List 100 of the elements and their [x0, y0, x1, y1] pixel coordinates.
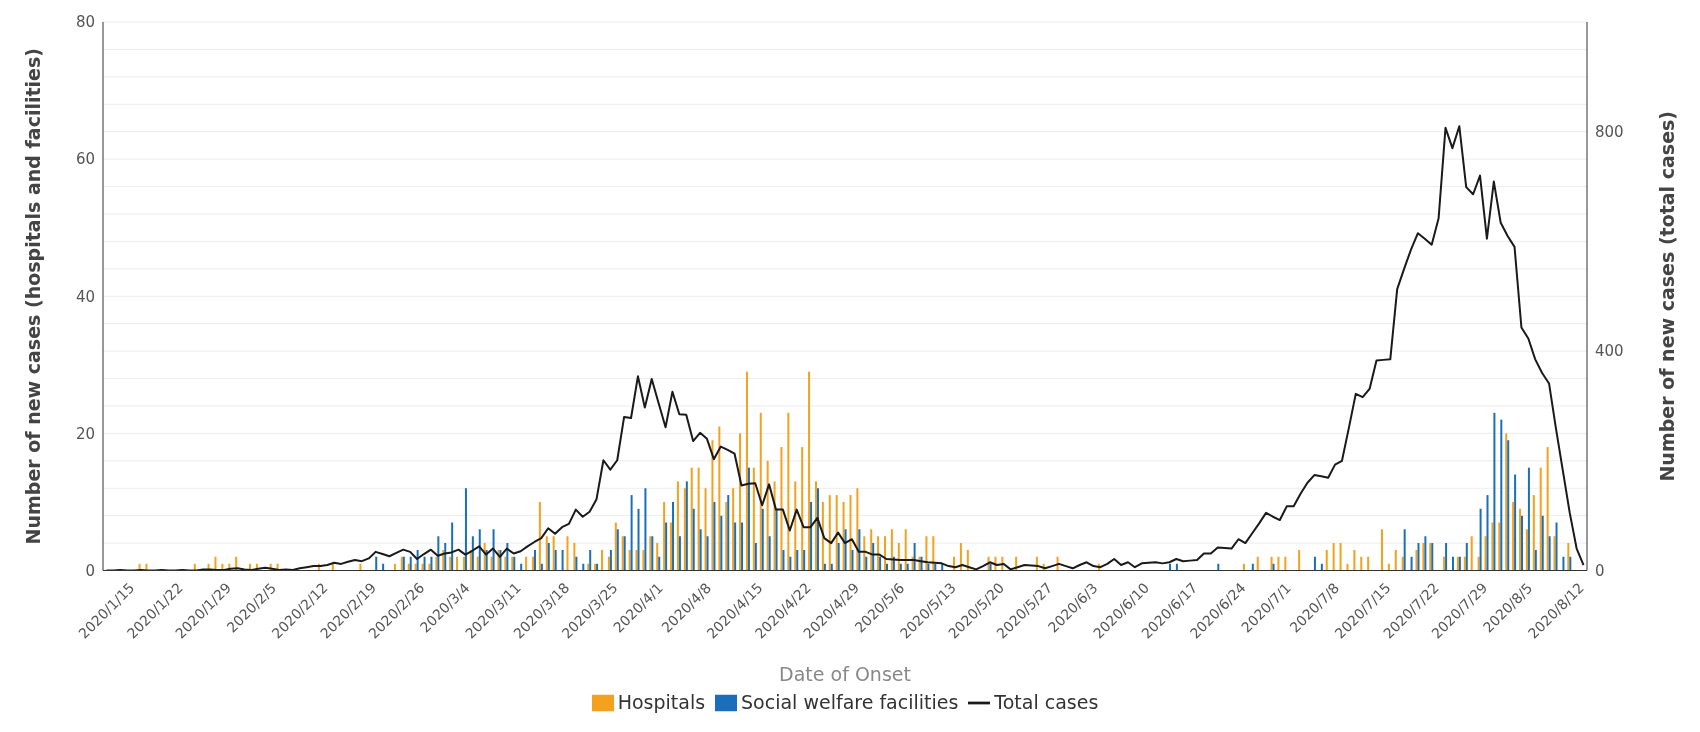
bar [718, 426, 721, 571]
bar [732, 488, 735, 571]
y-tick-label: 80 [75, 13, 95, 32]
bar [925, 536, 928, 571]
bar [1298, 549, 1301, 571]
bar [863, 536, 866, 571]
bar [713, 501, 716, 571]
bar [745, 371, 748, 571]
bar [1553, 536, 1556, 571]
bar [766, 460, 769, 571]
bar [692, 508, 695, 571]
bar [706, 536, 709, 571]
bar [754, 543, 757, 571]
bar [375, 556, 378, 571]
bar [844, 529, 847, 571]
bar [531, 556, 534, 571]
bar [589, 549, 592, 571]
bar [1394, 549, 1397, 571]
bar [761, 508, 764, 571]
bar [1569, 556, 1572, 571]
bar [725, 501, 728, 571]
bar [658, 556, 661, 571]
bar [1527, 467, 1530, 571]
bar [552, 536, 555, 571]
bar [780, 447, 783, 571]
bar [462, 556, 465, 571]
legend-label: Social welfare facilities [741, 690, 959, 713]
bar [676, 481, 679, 571]
bar [932, 536, 935, 571]
bar [616, 529, 619, 571]
bar [1514, 474, 1517, 571]
bar [1353, 549, 1356, 571]
bar [1519, 508, 1522, 571]
bar [663, 501, 666, 571]
bar [1422, 543, 1425, 571]
bar [644, 488, 647, 571]
bar [865, 556, 868, 571]
bar [1367, 556, 1370, 571]
bar [801, 447, 804, 571]
bar [1525, 529, 1528, 571]
bar [601, 549, 603, 571]
bar [685, 481, 688, 571]
bar [1470, 536, 1473, 571]
bar [752, 467, 755, 571]
bar [437, 536, 440, 571]
bar [1546, 447, 1549, 571]
legend-label: Hospitals [617, 690, 706, 713]
bar [533, 549, 536, 571]
bar [739, 433, 742, 571]
bar [506, 543, 509, 571]
bar [449, 556, 452, 571]
x-axis-title: Date of Onset [779, 662, 911, 685]
bar [1505, 433, 1508, 571]
bar [1534, 549, 1537, 571]
y-tick-label: 60 [75, 150, 95, 169]
bar [1445, 543, 1448, 571]
legend-label: Total cases [994, 690, 1099, 713]
bar [697, 467, 700, 571]
bar [1380, 529, 1383, 571]
bar [734, 522, 737, 571]
bar [1477, 556, 1480, 571]
bar [768, 536, 771, 571]
bar [794, 481, 797, 571]
bar [787, 412, 790, 571]
bar [1493, 412, 1496, 571]
bar [1401, 556, 1404, 571]
bar [1424, 536, 1427, 571]
bar [1410, 556, 1413, 571]
bar [1562, 556, 1565, 571]
y2-tick-label: 800 [1595, 123, 1624, 142]
bar [430, 556, 433, 571]
bar [1555, 522, 1558, 571]
bar [747, 467, 750, 571]
bar [435, 556, 438, 571]
y-axis-title: Number of new cases (hospitals and facilities) [21, 48, 44, 545]
bar [1451, 556, 1454, 571]
bar [476, 556, 479, 571]
bar [828, 495, 831, 571]
bar [814, 481, 817, 571]
bar [561, 549, 564, 571]
bar [628, 549, 631, 571]
bar [870, 529, 873, 571]
bar [1512, 501, 1515, 571]
bar [1521, 515, 1524, 571]
bar [478, 529, 481, 571]
y2-axis-title: Number of new cases (total cases) [1655, 110, 1678, 482]
bar [1567, 543, 1570, 571]
bar [816, 488, 819, 571]
bar [773, 481, 776, 571]
bar [471, 536, 474, 571]
bar [690, 467, 693, 571]
y-tick-label: 40 [75, 287, 95, 306]
y2-tick-label: 400 [1595, 342, 1624, 361]
bar [1463, 556, 1466, 571]
bar [1500, 419, 1503, 571]
bar [897, 543, 900, 571]
bar [683, 488, 686, 571]
bar [1417, 543, 1420, 571]
bar [849, 495, 852, 571]
bar [741, 522, 744, 571]
